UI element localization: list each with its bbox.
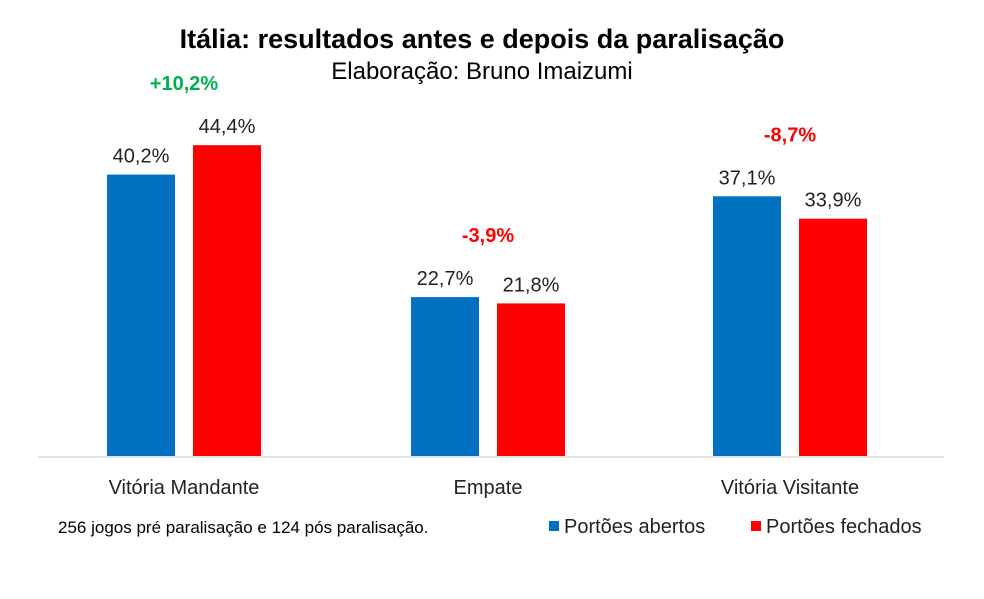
bar-open-3 <box>713 196 781 457</box>
change-label: -8,7% <box>764 124 816 146</box>
data-label: 33,9% <box>805 190 862 212</box>
legend-swatch <box>751 521 761 531</box>
data-label: 21,8% <box>503 274 560 296</box>
legend-swatch <box>549 521 559 531</box>
category-label: Vitória Mandante <box>109 477 260 499</box>
bar-open-2 <box>411 297 479 456</box>
category-label: Vitória Visitante <box>721 477 859 499</box>
bar-open-1 <box>107 174 175 456</box>
data-label: 37,1% <box>719 167 776 189</box>
plot-area: 40,2% 44,4% +10,2% Vitória Mandante 22,7% 21,… <box>107 73 867 499</box>
bar-closed-3 <box>799 218 867 456</box>
change-label: +10,2% <box>150 73 219 95</box>
legend: Portões abertos Portões fechados <box>549 516 922 538</box>
chart-note: 256 jogos pré paralisação e 124 pós para… <box>58 518 428 537</box>
data-label: 22,7% <box>417 268 474 290</box>
chart-subtitle: Elaboração: Bruno Imaizumi <box>331 58 632 85</box>
chart-title: Itália: resultados antes e depois da par… <box>180 24 785 54</box>
change-label: -3,9% <box>462 225 514 247</box>
legend-label: Portões fechados <box>766 516 922 538</box>
data-label: 40,2% <box>113 146 170 168</box>
data-label: 44,4% <box>199 116 256 138</box>
legend-label: Portões abertos <box>564 516 705 538</box>
bar-closed-2 <box>497 303 565 456</box>
category-label: Empate <box>454 477 523 499</box>
bar-closed-1 <box>193 145 261 456</box>
